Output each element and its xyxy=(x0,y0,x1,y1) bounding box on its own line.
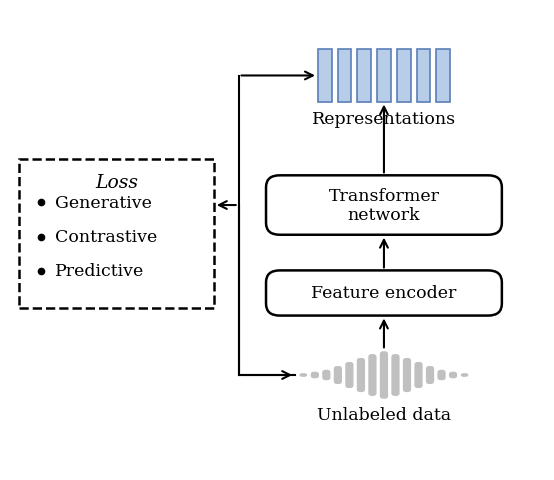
Text: Loss: Loss xyxy=(95,174,138,192)
FancyBboxPatch shape xyxy=(368,354,377,396)
FancyBboxPatch shape xyxy=(311,372,319,379)
FancyBboxPatch shape xyxy=(391,354,399,396)
FancyBboxPatch shape xyxy=(266,271,502,316)
FancyBboxPatch shape xyxy=(380,351,388,399)
FancyBboxPatch shape xyxy=(334,366,342,384)
Bar xyxy=(357,50,371,102)
Text: Contrastive: Contrastive xyxy=(55,228,157,246)
FancyBboxPatch shape xyxy=(426,366,434,384)
Bar xyxy=(397,50,411,102)
FancyBboxPatch shape xyxy=(438,370,445,381)
Bar xyxy=(377,50,391,102)
FancyBboxPatch shape xyxy=(19,159,214,309)
FancyBboxPatch shape xyxy=(449,372,457,379)
Text: Generative: Generative xyxy=(55,194,152,212)
Text: Feature encoder: Feature encoder xyxy=(311,285,456,302)
FancyBboxPatch shape xyxy=(414,362,423,388)
FancyBboxPatch shape xyxy=(345,362,353,388)
Bar xyxy=(437,50,450,102)
Bar xyxy=(417,50,430,102)
Text: Predictive: Predictive xyxy=(55,263,144,280)
Bar xyxy=(318,50,332,102)
Text: Transformer
network: Transformer network xyxy=(329,187,439,224)
Text: Representations: Representations xyxy=(312,111,456,128)
FancyBboxPatch shape xyxy=(322,370,331,381)
FancyBboxPatch shape xyxy=(357,358,365,392)
FancyBboxPatch shape xyxy=(403,358,411,392)
FancyBboxPatch shape xyxy=(299,373,307,377)
Bar xyxy=(337,50,351,102)
FancyBboxPatch shape xyxy=(266,176,502,235)
Text: Unlabeled data: Unlabeled data xyxy=(317,406,451,423)
FancyBboxPatch shape xyxy=(460,373,469,377)
